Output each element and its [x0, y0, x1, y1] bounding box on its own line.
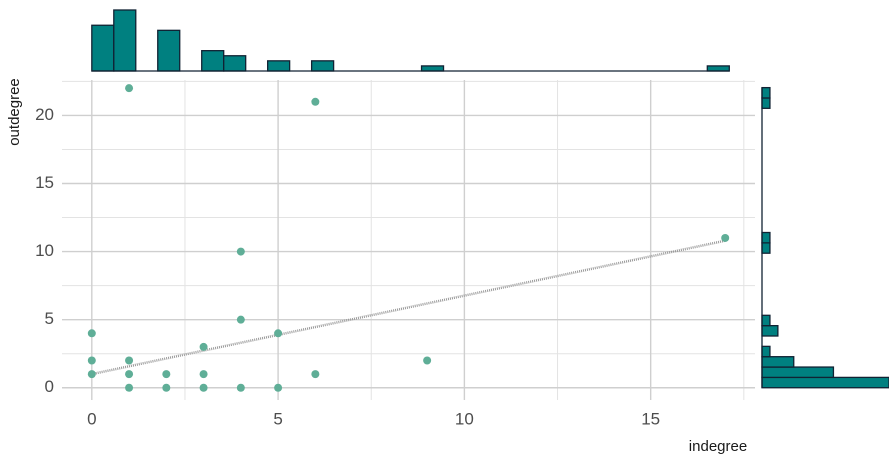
- y-hist-bar: [761, 345, 771, 358]
- y-tick-label: 0: [45, 377, 54, 396]
- point: [311, 370, 320, 379]
- x-tick-label: 0: [87, 409, 96, 428]
- x-hist-bar: [157, 29, 181, 72]
- point: [274, 329, 283, 338]
- y-hist-bar: [761, 356, 795, 368]
- y-hist-bar: [761, 86, 771, 99]
- point: [199, 383, 208, 392]
- y-axis-title: outdegree: [6, 78, 23, 146]
- point: [125, 370, 134, 379]
- point: [199, 370, 208, 379]
- point: [125, 356, 134, 365]
- point: [274, 383, 283, 392]
- point: [236, 383, 245, 392]
- point: [125, 383, 134, 392]
- x-hist-bar: [201, 50, 225, 72]
- point: [721, 233, 730, 242]
- y-hist-bar: [761, 376, 889, 389]
- y-tick-label: 10: [35, 241, 54, 260]
- point: [162, 370, 171, 379]
- x-tick-label: 15: [641, 409, 660, 428]
- x-hist-bar: [223, 55, 247, 72]
- x-tick-label: 5: [273, 409, 282, 428]
- x-hist-bar: [113, 9, 137, 72]
- y-hist-bar: [761, 366, 835, 379]
- y-hist-bar: [761, 242, 771, 254]
- x-tick-label: 10: [455, 409, 474, 428]
- point: [236, 247, 245, 256]
- x-hist-bar: [91, 24, 115, 72]
- x-hist-bar: [420, 65, 445, 72]
- y-hist-bar: [761, 325, 779, 337]
- x-hist-bar: [706, 65, 730, 72]
- x-hist-bar: [310, 60, 335, 72]
- point: [236, 315, 245, 324]
- y-hist-bar: [761, 97, 771, 109]
- y-tick-label: 20: [35, 105, 54, 124]
- point: [199, 342, 208, 351]
- point: [423, 356, 432, 365]
- y-tick-label: 5: [45, 309, 54, 328]
- point: [311, 97, 320, 106]
- point: [87, 370, 96, 379]
- x-hist-bar: [267, 60, 291, 72]
- point: [162, 383, 171, 392]
- x-axis-title: indegree: [689, 438, 747, 455]
- point: [125, 84, 134, 93]
- point: [87, 356, 96, 365]
- y-hist-bar: [761, 314, 771, 327]
- point: [87, 329, 96, 338]
- y-tick-label: 15: [35, 173, 54, 192]
- y-hist-bar: [761, 231, 771, 244]
